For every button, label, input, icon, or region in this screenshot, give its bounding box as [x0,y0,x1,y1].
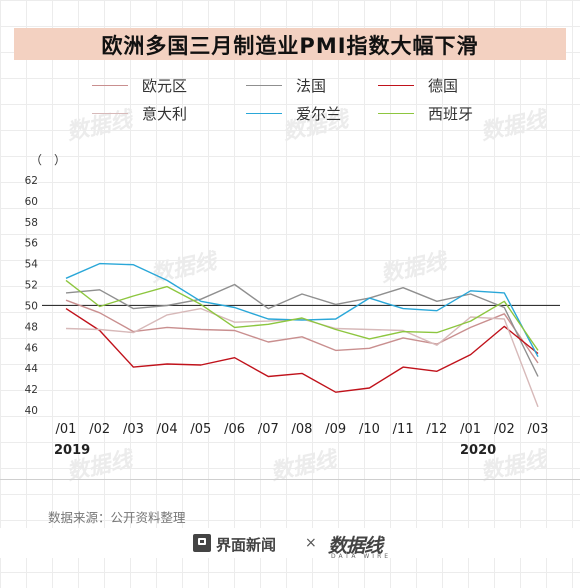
series-line [65,307,539,408]
series-lines [65,262,539,408]
footer: 界面新闻 × 数据线 DATA WIRE [0,531,580,560]
legend-item-france: 法国 [246,74,326,96]
x-tick-label: /12 [426,422,447,437]
divider [0,479,580,480]
legend-swatch [246,84,282,86]
y-tick-label: 44 [25,363,39,375]
legend-swatch [378,112,414,114]
title-band [14,28,566,60]
x-axis: /01/02/03/04/05/06/07/08/09/10/11/12/01 /… [56,422,549,437]
brand-jiemian: 界面新闻 [216,536,277,554]
x-tick-label: /01 [460,422,481,437]
x-tick-label: /09 [325,422,346,437]
legend-item-euro-area: 欧元区 [92,74,187,96]
chart-title: 欧洲多国三月制造业PMI指数大幅下滑 [101,34,479,58]
y-tick-label: 52 [25,280,38,292]
x-tick-label: /10 [359,422,380,437]
legend-swatch [246,112,282,114]
legend-label: 法国 [296,76,327,95]
legend-item-ireland: 爱尔兰 [246,102,341,124]
y-axis: （ ） 40 42 44 46 48 50 52 54 56 58 60 62 [25,153,66,417]
year-label-2019: 2019 [54,443,91,458]
y-tick-label: 42 [25,384,38,396]
legend-item-italy: 意大利 [92,102,187,124]
legend-label: 爱尔兰 [296,104,342,123]
series-line [65,283,539,377]
year-label-2020: 2020 [460,443,497,458]
x-tick-label: /01 [56,422,77,437]
x-tick-label: /07 [258,422,279,437]
y-axis-unit-label: （ ） [30,153,66,167]
x-tick-label: /03 [528,422,549,437]
y-tick-label: 54 [25,259,39,271]
x-tick-label: /04 [157,422,178,437]
legend-label: 欧元区 [142,76,188,95]
x-tick-label: /02 [494,422,515,437]
data-source: 数据来源：公开资料整理 [48,510,186,525]
x-tick-label: /08 [292,422,313,437]
legend-label: 意大利 [142,104,188,123]
y-tick-label: 40 [25,405,38,417]
series-line [65,262,539,358]
legend-item-germany: 德国 [378,74,458,96]
series-line [65,299,539,364]
y-tick-label: 58 [25,217,38,229]
x-tick-label: /11 [393,422,414,437]
legend-swatch [92,84,128,86]
brand-datawire-sub: DATA WIRE [331,553,392,560]
brand-datawire: 数据线 [328,535,383,557]
y-tick-label: 60 [25,196,38,208]
x-tick-label: /02 [89,422,110,437]
times-separator: × [305,535,317,551]
x-tick-label: /06 [224,422,245,437]
line-chart: （ ） 40 42 44 46 48 50 52 54 56 58 60 62 /01/02/03/04… [25,153,560,437]
y-tick-label: 62 [25,175,38,187]
legend-item-spain: 西班牙 [378,102,473,124]
y-tick-label: 46 [25,342,39,354]
jiemian-logo-icon [193,534,211,552]
y-tick-label: 50 [25,300,38,312]
legend-swatch [92,112,128,114]
legend-label: 德国 [428,76,459,95]
x-tick-label: /05 [190,422,211,437]
legend-swatch [378,84,414,86]
legend: 欧元区 法国 德国 意大利 爱尔兰 西班牙 [0,72,580,132]
x-tick-label: /03 [123,422,144,437]
y-tick-label: 48 [25,321,38,333]
footer-background [0,528,580,558]
legend-label: 西班牙 [428,104,474,123]
series-line [65,279,539,351]
series-line [65,308,539,393]
y-tick-label: 56 [25,238,39,250]
